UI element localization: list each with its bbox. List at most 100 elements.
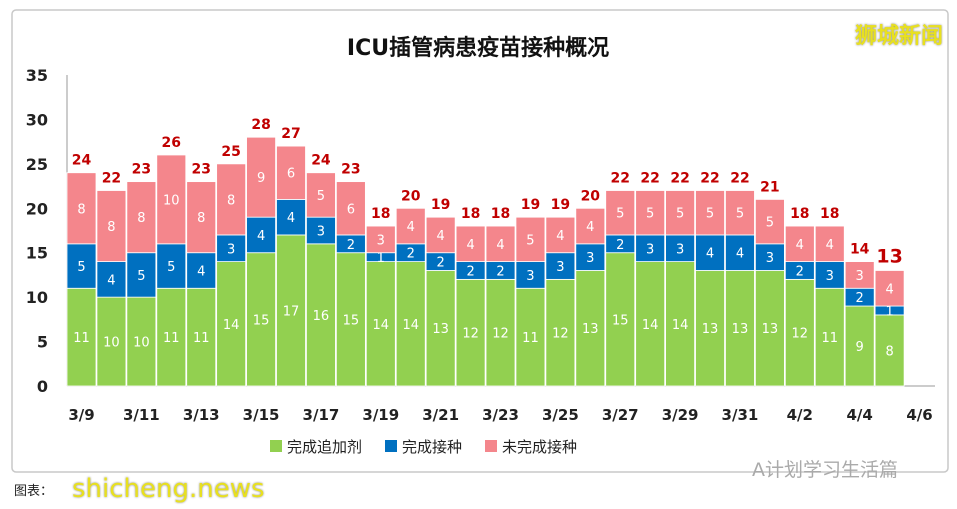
- bar-segment: [335, 252, 366, 387]
- x-tick-label: 4/6: [906, 406, 932, 424]
- data-label: 14: [672, 318, 689, 333]
- data-label: 14: [223, 318, 240, 333]
- data-label: 10: [163, 193, 180, 208]
- x-tick-label: 3/23: [482, 406, 519, 424]
- data-label: 2: [347, 238, 355, 253]
- legend-label: 完成接种: [402, 438, 462, 456]
- bar-segment: [156, 154, 187, 245]
- bar-segment: [695, 270, 725, 387]
- y-tick-label: 0: [37, 377, 48, 396]
- bar-segment: [306, 243, 336, 387]
- legend-swatch: [270, 440, 282, 452]
- total-label: 24: [311, 153, 331, 169]
- bar-segment: [186, 252, 217, 289]
- bar-segment: [784, 278, 815, 387]
- data-label: 8: [885, 344, 893, 359]
- data-label: 4: [556, 229, 564, 244]
- bar-segment: [725, 234, 755, 271]
- data-label: 12: [492, 327, 509, 342]
- total-label: 18: [491, 206, 510, 222]
- bar-segment: [545, 216, 576, 254]
- data-label: 15: [343, 313, 360, 328]
- data-label: 13: [762, 322, 779, 337]
- total-label: 23: [341, 162, 360, 178]
- data-label: 14: [642, 318, 659, 333]
- bar-segment: [66, 243, 97, 289]
- chart-title: ICU插管病患疫苗接种概况: [347, 35, 609, 61]
- x-tick-label: 3/17: [303, 406, 340, 424]
- data-label: 4: [885, 282, 893, 297]
- data-label: 4: [257, 229, 265, 244]
- data-label: 4: [496, 238, 504, 253]
- data-label: 2: [616, 238, 624, 253]
- data-label: 13: [582, 322, 599, 337]
- x-tick-label: 4/2: [787, 406, 813, 424]
- total-label: 13: [876, 245, 902, 267]
- bar-segment: [306, 172, 336, 218]
- x-tick-label: 3/11: [123, 406, 160, 424]
- x-tick-label: 3/21: [422, 406, 459, 424]
- data-label: 8: [107, 220, 115, 235]
- data-label: 5: [706, 207, 714, 222]
- bar-segment: [425, 270, 456, 387]
- data-label: 12: [552, 327, 569, 342]
- bar-segment: [216, 234, 247, 262]
- bar-segment: [665, 234, 695, 262]
- total-label: 14: [850, 242, 870, 258]
- bar-segment: [814, 261, 845, 289]
- data-label: 2: [796, 264, 804, 279]
- bar-segment: [306, 216, 336, 245]
- data-label: 6: [347, 202, 355, 217]
- bar-segment: [126, 296, 157, 387]
- bar-segment: [66, 287, 97, 387]
- total-label: 22: [700, 171, 719, 187]
- y-tick-label: 15: [26, 244, 48, 263]
- data-label: 5: [676, 207, 684, 222]
- bar-segment: [575, 243, 606, 271]
- data-label: 1: [885, 304, 893, 319]
- x-tick-label: 4/4: [847, 406, 873, 424]
- total-label: 18: [461, 206, 480, 222]
- bar-segment: [754, 243, 785, 271]
- x-tick-label: 3/9: [68, 406, 94, 424]
- total-label: 19: [551, 197, 570, 213]
- data-label: 9: [257, 171, 265, 186]
- bar-segment: [335, 181, 366, 236]
- bar-segment: [844, 261, 875, 289]
- x-tick-label: 3/27: [602, 406, 639, 424]
- data-label: 3: [646, 242, 654, 257]
- bar-segment: [874, 314, 905, 387]
- legend-swatch: [485, 440, 497, 452]
- data-label: 2: [437, 256, 445, 271]
- bar-segment: [485, 278, 516, 387]
- data-label: 2: [466, 264, 474, 279]
- total-label: 26: [162, 135, 181, 151]
- bar-segment: [814, 287, 845, 387]
- bar-segment: [126, 252, 157, 298]
- x-tick-label: 3/13: [183, 406, 220, 424]
- data-label: 8: [137, 211, 145, 226]
- bar-segment: [754, 198, 785, 245]
- data-label: 10: [103, 336, 120, 351]
- total-label: 18: [371, 206, 390, 222]
- bar-segment: [395, 207, 426, 245]
- bar-segment: [665, 190, 695, 236]
- bar-segment: [635, 261, 666, 387]
- data-label: 5: [646, 207, 654, 222]
- bar-segment: [754, 270, 785, 387]
- bar-segment: [156, 287, 187, 387]
- data-label: 3: [526, 269, 534, 284]
- total-label: 23: [191, 162, 210, 178]
- bar-segment: [216, 261, 247, 387]
- data-label: 3: [556, 260, 564, 275]
- bar-segment: [605, 252, 636, 387]
- bar-segment: [814, 225, 845, 263]
- total-label: 20: [581, 188, 601, 204]
- legend-label: 完成追加剂: [287, 438, 362, 456]
- data-label: 4: [466, 238, 474, 253]
- total-label: 22: [730, 171, 749, 187]
- data-label: 15: [612, 313, 629, 328]
- bar-segment: [276, 198, 306, 236]
- data-label: 4: [107, 273, 115, 288]
